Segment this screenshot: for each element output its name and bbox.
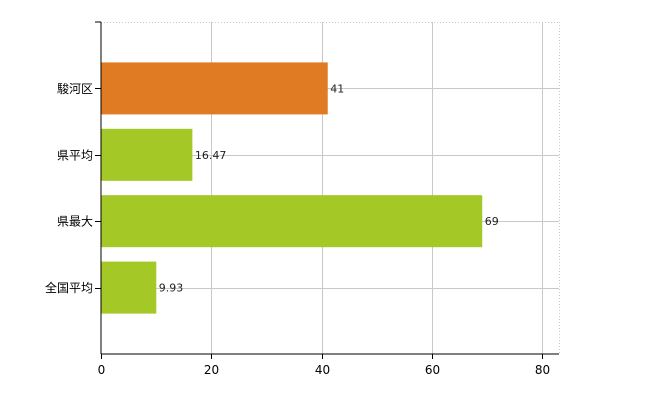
data-label: 16.47: [195, 149, 227, 162]
x-tick-label: 60: [425, 363, 440, 377]
x-tick-label: 0: [98, 363, 106, 377]
bar: [101, 261, 157, 314]
data-label: 41: [330, 82, 344, 95]
category-label: 県最大: [57, 215, 93, 229]
x-tick-label: 80: [535, 363, 550, 377]
data-label: 69: [485, 215, 499, 228]
labels: 0 20 40 60 80 駿河区 41 県平均 16.47 県最大 69 全国平均 9.93: [45, 82, 550, 377]
bar: [101, 128, 193, 181]
x-tick-label: 40: [315, 363, 330, 377]
bars: [101, 62, 483, 314]
category-label: 駿河区: [57, 82, 93, 96]
bar: [101, 62, 328, 115]
category-label: 全国平均: [45, 280, 93, 295]
axes: [95, 21, 559, 359]
bar: [101, 195, 483, 248]
data-label: 9.93: [159, 282, 184, 295]
category-label: 県平均: [57, 148, 93, 162]
x-tick-label: 20: [204, 363, 219, 377]
